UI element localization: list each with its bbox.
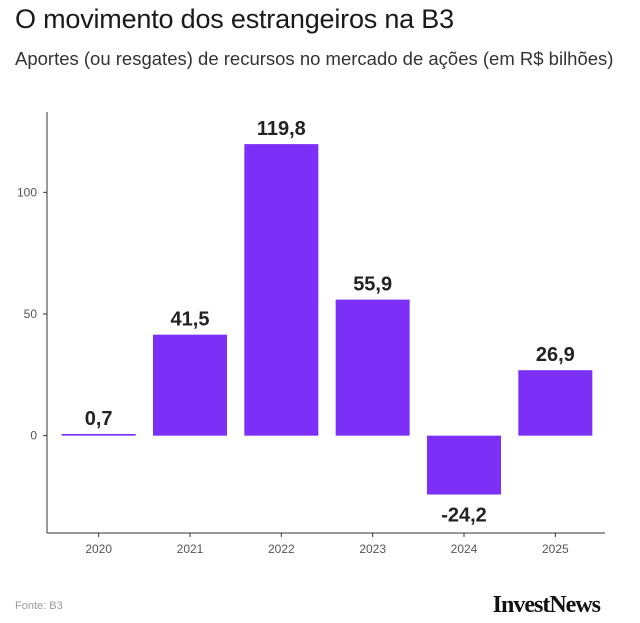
y-tick-label: 100 [17, 185, 37, 199]
data-label-2022: 119,8 [257, 118, 306, 140]
data-label-2023: 55,9 [353, 274, 392, 296]
bar-2023 [335, 299, 410, 436]
bar-2024 [427, 435, 501, 495]
x-tick-label-2020: 2020 [85, 542, 112, 556]
chart-title: O movimento dos estrangeiros na B3 [15, 4, 454, 34]
source-note: Fonte: B3 [15, 600, 63, 612]
x-tick-label-2022: 2022 [268, 542, 295, 556]
data-label-2025: 26,9 [536, 344, 575, 366]
brand-logo: InvestNews [492, 592, 601, 618]
y-tick-label: 50 [24, 307, 38, 321]
x-tick-label-2025: 2025 [542, 542, 569, 556]
x-tick-label-2021: 2021 [177, 542, 204, 556]
data-label-2020: 0,7 [85, 408, 113, 430]
data-label-2024: -24,2 [441, 505, 487, 527]
bar-2020 [61, 433, 136, 436]
x-tick-label-2024: 2024 [451, 542, 478, 556]
chart-subtitle: Aportes (ou resgates) de recursos no mer… [15, 48, 614, 69]
bar-2022 [244, 144, 319, 436]
bar-2025 [518, 370, 593, 436]
data-label-2021: 41,5 [171, 309, 210, 331]
y-tick-label: 0 [30, 429, 37, 443]
bar-2021 [153, 334, 227, 436]
x-tick-label-2023: 2023 [359, 542, 386, 556]
